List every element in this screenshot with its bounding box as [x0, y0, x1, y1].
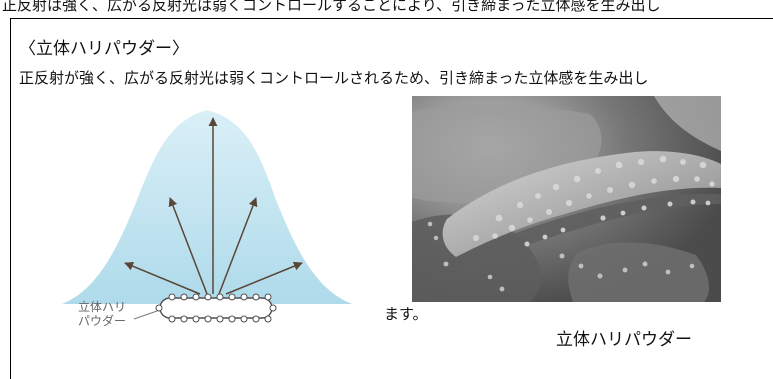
- section-frame: [10, 18, 773, 379]
- reflection-diagram: [62, 100, 362, 338]
- reflection-arrows: [124, 117, 303, 295]
- header-fragment: 正反射は強く、広がる反射光は弱くコントロールすることにより、引き締まった立体感を…: [2, 0, 661, 14]
- powder-particle: [155, 293, 277, 323]
- arrow-left-wide: [124, 261, 201, 295]
- arrow-right-steep: [218, 197, 258, 295]
- callout-line: [133, 310, 158, 320]
- arrow-right-wide: [225, 261, 303, 295]
- reflection-glow-shape: [62, 110, 352, 304]
- photo-caption: 立体ハリパウダー: [556, 330, 692, 350]
- sem-photo-svg: [412, 96, 721, 302]
- sem-photo: [412, 96, 721, 302]
- reflection-diagram-svg: [62, 110, 352, 323]
- particle-label: 立体ハリ パウダー: [78, 300, 127, 328]
- section-description: 正反射が強く、広がる反射光は弱くコントロールされるため、引き締まった立体感を生み…: [19, 69, 649, 87]
- section-title: 〈立体ハリパウダー〉: [19, 39, 189, 59]
- description-continuation: ます。: [384, 305, 428, 323]
- arrow-left-steep: [168, 197, 208, 295]
